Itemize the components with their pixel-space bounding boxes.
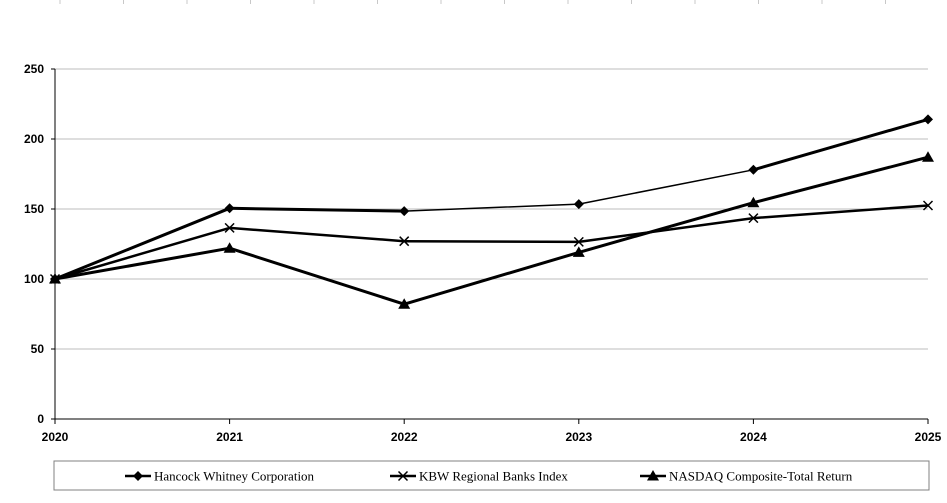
nasdaq-composite-line-segment: [402, 250, 581, 306]
nasdaq-composite-triangle-marker: [398, 298, 411, 309]
hancock-whitney-diamond-marker: [748, 164, 759, 175]
nasdaq-composite-triangle-marker: [922, 151, 934, 162]
legend-diamond-marker: [133, 471, 143, 481]
nasdaq-composite-triangle-marker: [572, 246, 585, 257]
nasdaq-composite-triangle-marker: [49, 273, 61, 284]
x-tick-label: 2020: [42, 430, 69, 444]
series-markers: [49, 114, 934, 309]
hancock-whitney-line-segment: [53, 206, 232, 281]
x-tick-label: 2025: [915, 430, 942, 444]
series-lines: [53, 117, 930, 306]
hancock-whitney-diamond-marker: [573, 199, 584, 210]
x-axis-tick-labels: 2020 2021 2022 2023 2024 2025: [42, 430, 942, 444]
axes: [54, 69, 929, 424]
kbw-regional-banks-line-segment: [53, 226, 231, 281]
hancock-whitney-line-segment: [578, 169, 755, 205]
legend-label: NASDAQ Composite-Total Return: [669, 469, 853, 484]
kbw-regional-banks-line-segment: [752, 204, 930, 220]
nasdaq-composite-line-segment: [751, 155, 930, 205]
nasdaq-composite-line-segment: [228, 246, 406, 306]
legend-item-kbw-regional-banks: KBW Regional Banks Index: [390, 469, 568, 484]
top-border-ticks: [59, 0, 886, 4]
legend: Hancock Whitney Corporation KBW Regional …: [53, 460, 930, 491]
y-tick-label: 250: [24, 62, 44, 76]
hancock-whitney-diamond-marker: [399, 206, 410, 217]
nasdaq-composite-triangle-marker: [223, 242, 236, 253]
legend-item-nasdaq-composite: NASDAQ Composite-Total Return: [640, 469, 853, 484]
kbw-regional-banks-x-marker: [399, 236, 410, 247]
y-tick-label: 200: [24, 132, 44, 146]
y-tick-label: 100: [24, 272, 44, 286]
kbw-regional-banks-x-marker: [748, 213, 759, 224]
x-tick-label: 2023: [565, 430, 592, 444]
y-tick-label: 0: [37, 412, 44, 426]
legend-x-marker: [397, 470, 409, 482]
y-axis-tick-labels: 0 50 100 150 200 250: [24, 62, 44, 426]
legend-item-hancock-whitney: Hancock Whitney Corporation: [125, 469, 315, 484]
legend-triangle-marker: [647, 470, 659, 481]
x-tick-label: 2022: [391, 430, 418, 444]
kbw-regional-banks-line-segment: [402, 239, 581, 244]
x-tick-label: 2024: [740, 430, 767, 444]
hancock-whitney-diamond-marker: [923, 114, 933, 125]
legend-label: Hancock Whitney Corporation: [154, 469, 315, 484]
nasdaq-composite-line-segment: [577, 201, 755, 254]
legend-box: [53, 460, 930, 491]
nasdaq-composite-triangle-marker: [747, 196, 760, 208]
y-tick-label: 50: [31, 342, 45, 356]
gridlines: [51, 68, 928, 420]
hancock-whitney-diamond-marker: [224, 203, 235, 214]
hancock-whitney-line-segment: [751, 117, 930, 172]
legend-label: KBW Regional Banks Index: [419, 469, 568, 484]
kbw-regional-banks-line-segment: [577, 216, 755, 244]
kbw-regional-banks-x-marker: [224, 222, 235, 233]
y-tick-label: 150: [24, 202, 44, 216]
kbw-regional-banks-line-segment: [228, 226, 406, 243]
hancock-whitney-line-segment: [403, 203, 580, 212]
hancock-whitney-line-segment: [228, 206, 406, 213]
nasdaq-composite-line-segment: [53, 246, 232, 281]
kbw-regional-banks-x-marker: [922, 200, 934, 211]
kbw-regional-banks-x-marker: [573, 236, 584, 247]
x-tick-label: 2021: [216, 430, 243, 444]
